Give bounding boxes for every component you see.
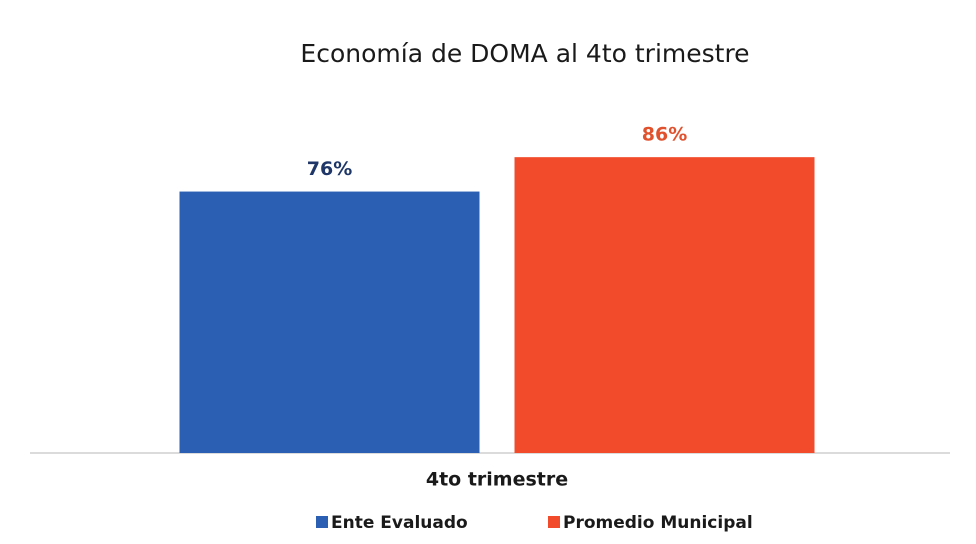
legend-swatch (548, 516, 560, 528)
legend-swatch (316, 516, 328, 528)
x-tick-label: 4to trimestre (426, 469, 568, 491)
value-label: 86% (642, 124, 687, 146)
chart-title: Economía de DOMA al 4to trimestre (300, 39, 749, 68)
bar (514, 157, 815, 453)
legend-label: Promedio Municipal (563, 513, 753, 533)
bar (179, 191, 480, 453)
value-label: 76% (307, 158, 352, 180)
legend-label: Ente Evaluado (331, 513, 468, 533)
